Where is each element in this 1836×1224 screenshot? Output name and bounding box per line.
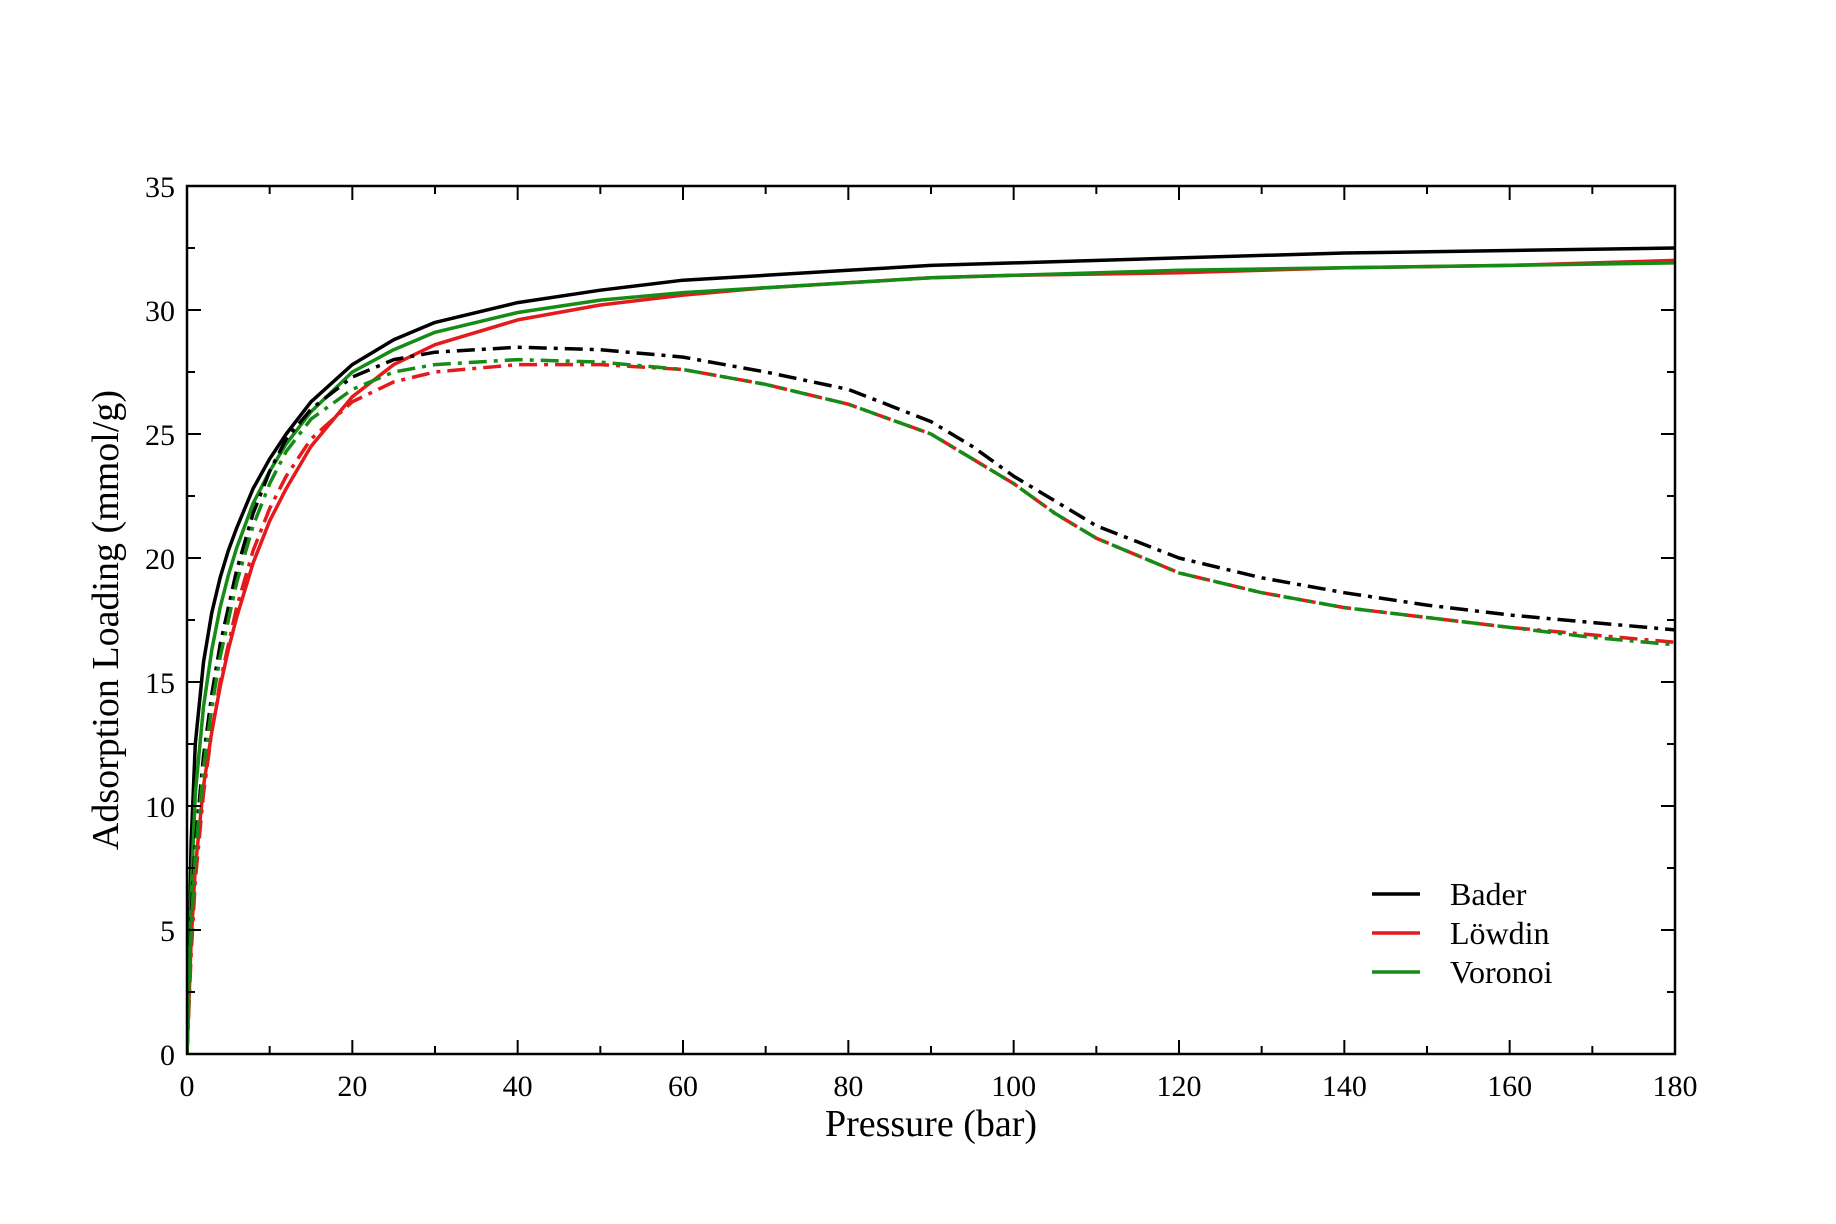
y-tick-label: 0 [160,1039,175,1072]
x-tick-label: 180 [1653,1070,1698,1103]
series-line-voronoi-dash-dot [187,357,1675,1054]
plot-series [187,246,1675,1054]
x-tick-label: 120 [1157,1070,1202,1103]
series-line-voronoi-solid [187,261,1675,1054]
y-axis-title: Adsorption Loading (mmol/g) [85,390,127,850]
legend-label-lowdin: Löwdin [1450,915,1550,951]
y-tick-label: 35 [145,171,175,204]
y-tick-label: 20 [145,543,175,576]
y-tick-label: 15 [145,667,175,700]
y-tick-label: 10 [145,791,175,824]
series-line-bader-solid [187,246,1675,1054]
y-tick-label: 30 [145,295,175,328]
x-tick-label: 100 [991,1070,1036,1103]
legend-label-voronoi: Voronoi [1450,954,1553,990]
x-tick-label: 20 [337,1070,367,1103]
series-line-l-wdin-dash-dot [187,362,1675,1054]
y-axis-tick-labels: 0 5 10 15 20 25 30 35 [145,171,175,1072]
legend: Bader Löwdin Voronoi [1372,876,1553,990]
plot-frame [185,184,1677,1056]
x-tick-label: 0 [180,1070,195,1103]
x-axis-tick-labels: 0 20 40 60 80 100 120 140 160 180 [180,1070,1698,1103]
x-axis-title: Pressure (bar) [825,1103,1037,1145]
legend-label-bader: Bader [1450,876,1527,912]
y-tick-label: 25 [145,419,175,452]
x-tick-label: 140 [1322,1070,1367,1103]
x-tick-label: 60 [668,1070,698,1103]
x-tick-label: 40 [503,1070,533,1103]
series-line-bader-dash-dot [187,345,1675,1054]
x-tick-label: 80 [833,1070,863,1103]
x-tick-label: 160 [1487,1070,1532,1103]
y-tick-label: 5 [160,915,175,948]
